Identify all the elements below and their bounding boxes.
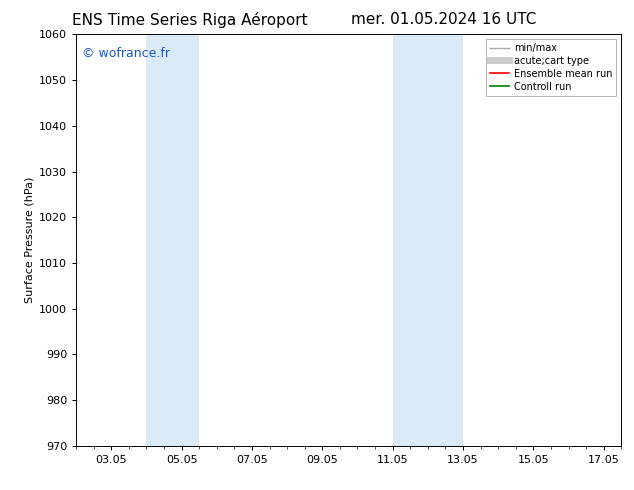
Y-axis label: Surface Pressure (hPa): Surface Pressure (hPa): [25, 177, 35, 303]
Legend: min/max, acute;cart type, Ensemble mean run, Controll run: min/max, acute;cart type, Ensemble mean …: [486, 39, 616, 96]
Bar: [146, 34, 199, 446]
Text: ENS Time Series Riga Aéroport: ENS Time Series Riga Aéroport: [72, 12, 308, 28]
Bar: [392, 34, 463, 446]
Text: mer. 01.05.2024 16 UTC: mer. 01.05.2024 16 UTC: [351, 12, 536, 27]
Text: © wofrance.fr: © wofrance.fr: [82, 47, 169, 60]
